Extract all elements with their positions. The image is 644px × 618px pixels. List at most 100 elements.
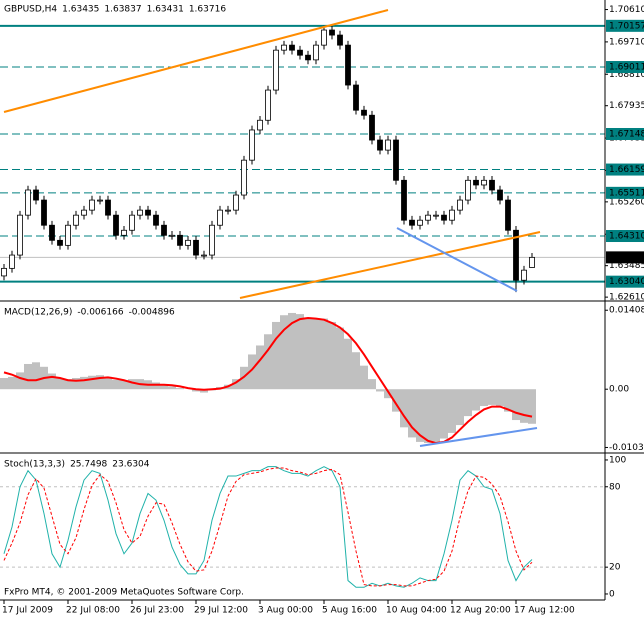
candle-body [89, 199, 95, 211]
histogram-bar [512, 389, 520, 421]
histogram-bar [56, 378, 64, 390]
candle-body [1, 267, 7, 277]
candle-body [513, 229, 519, 281]
header-text: 1.63716 [189, 5, 226, 15]
histogram-bar [352, 352, 360, 390]
main-line [3, 466, 533, 588]
histogram-bar [416, 389, 424, 442]
candle-body [257, 119, 263, 131]
level-label: 1.66159 [609, 165, 644, 175]
candle-body [529, 256, 535, 268]
y-tick-label: 1.67935 [609, 101, 644, 111]
x-tick-label: 12 Aug 20:00 [450, 606, 511, 616]
header-text: Stoch(13,3,3) [4, 460, 65, 470]
candle-body [321, 29, 327, 46]
candle-body [185, 239, 191, 246]
histogram-bar [392, 389, 400, 412]
histogram-bar [168, 386, 176, 390]
histogram-bar [288, 312, 296, 390]
candle-body [129, 214, 135, 231]
histogram-bar [48, 373, 56, 390]
candle-body [81, 209, 87, 216]
level-label-box [606, 61, 644, 74]
level-label-box [606, 163, 644, 176]
candle-body [145, 209, 151, 216]
histogram-bar [528, 389, 536, 424]
candle-body [217, 209, 223, 226]
header-text: 1.63431 [147, 5, 184, 15]
histogram-bar [32, 362, 40, 390]
candle-body [161, 224, 167, 236]
candle-body [345, 44, 351, 86]
histogram-bar [160, 384, 168, 390]
header-text: 23.6304 [112, 460, 149, 470]
signal-line [3, 467, 533, 587]
histogram-bar [120, 380, 128, 390]
candle-body [425, 214, 431, 221]
header-text: GBPUSD,H4 [4, 5, 57, 15]
candle-body [369, 114, 375, 141]
candle-body [401, 179, 407, 221]
histogram-bar [248, 354, 256, 390]
y-tick-label: 1.68810 [609, 70, 644, 80]
x-tick-label: 17 Jul 2009 [2, 606, 53, 616]
candle-body [297, 49, 303, 56]
histogram-bar [472, 389, 480, 411]
candle-body [385, 139, 391, 151]
histogram-bar [432, 389, 440, 442]
level-label: 1.63040 [609, 277, 644, 287]
candle-body [449, 209, 455, 221]
header-text: -0.004896 [129, 308, 175, 318]
histogram-bar [104, 376, 112, 390]
candle-body [441, 214, 447, 221]
candle-body [433, 214, 439, 217]
histogram-bar [272, 321, 280, 390]
candle-body [521, 269, 527, 281]
y-tick-label: -0.010391 [609, 443, 644, 453]
candle-body [41, 199, 47, 226]
histogram-bar [504, 389, 512, 412]
header-text: MACD(12,26,9) [4, 308, 72, 318]
candle-body [473, 179, 479, 186]
candle-body [265, 89, 271, 121]
histogram-bar [16, 372, 24, 390]
candle-body [113, 214, 119, 236]
header-text: 1.63435 [62, 5, 99, 15]
candle-body [209, 224, 215, 256]
x-tick-label: 5 Aug 16:00 [322, 606, 377, 616]
candle-body [49, 224, 55, 241]
level-label: 1.64310 [609, 232, 644, 242]
level-label: 1.69011 [609, 63, 644, 73]
candle-body [281, 44, 287, 51]
histogram-bar [400, 389, 408, 428]
current-price-label: 1.63716 [609, 253, 644, 263]
header-text: 1.63837 [104, 5, 141, 15]
level-label: 1.70157 [609, 21, 644, 31]
histogram-bar [368, 379, 376, 390]
histogram-bar [0, 378, 8, 390]
histogram-bar [200, 389, 208, 393]
level-label-box [606, 127, 644, 140]
histogram-bar [152, 382, 160, 390]
level-label-box [606, 230, 644, 243]
candle-body [329, 29, 335, 36]
histogram-bar [320, 318, 328, 390]
x-tick-label: 22 Jul 08:00 [66, 606, 120, 616]
histogram-bar [96, 375, 104, 390]
histogram-bar [344, 338, 352, 390]
histogram-bar [176, 388, 184, 390]
candle-body [193, 239, 199, 256]
candle-body [9, 254, 15, 269]
x-tick-label: 10 Aug 04:00 [386, 606, 447, 616]
candle-body [505, 199, 511, 231]
current-price-box [606, 251, 644, 264]
histogram-bar [440, 389, 448, 439]
footer: FxPro MT4, © 2001-2009 MetaQuotes Softwa… [4, 588, 244, 598]
histogram-bar [384, 389, 392, 399]
histogram-bar [264, 334, 272, 390]
candle-body [497, 189, 503, 201]
candle-body [73, 214, 79, 226]
y-tick-label: 0.014089 [609, 306, 644, 316]
x-tick-label: 3 Aug 00:00 [258, 606, 313, 616]
